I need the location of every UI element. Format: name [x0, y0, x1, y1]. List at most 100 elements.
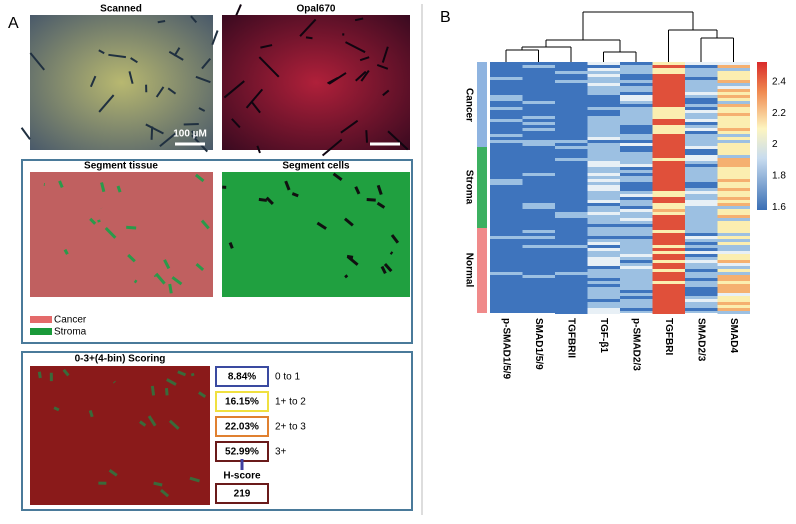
heat-cell [490, 77, 523, 80]
texture [118, 186, 120, 192]
heat-cell [523, 122, 556, 125]
heat-cell [653, 281, 686, 284]
heat-cell [653, 137, 686, 140]
heat-cell [653, 308, 686, 311]
heat-cell [685, 62, 718, 65]
heat-cell [588, 179, 621, 182]
texture [184, 124, 199, 125]
heat-cell [653, 203, 686, 206]
heat-cell [523, 131, 556, 134]
heat-cell [718, 197, 751, 200]
heat-cell [555, 71, 588, 74]
heat-cell [718, 89, 751, 92]
heat-cell [653, 230, 686, 233]
heat-cell [490, 155, 523, 158]
heat-cell [653, 146, 686, 149]
heat-cell [523, 128, 556, 131]
heat-cell [620, 209, 653, 212]
heat-cell [718, 128, 751, 131]
heat-cell [620, 77, 653, 80]
heat-cell [555, 272, 588, 275]
heat-cell [653, 305, 686, 308]
column-label: TGFBRII [565, 318, 576, 358]
heat-cell [620, 251, 653, 254]
texture [367, 200, 376, 201]
heat-cell [555, 227, 588, 230]
micrographs [22, 4, 410, 155]
heat-cell [718, 104, 751, 107]
heat-cell [620, 182, 653, 185]
texture [347, 256, 353, 257]
heat-cell [653, 266, 686, 269]
heat-cell [490, 221, 523, 224]
panel-letter: B [440, 9, 451, 26]
heat-cell [620, 254, 653, 257]
image-title: Segment tissue [84, 161, 158, 172]
column-label: TGF-β1 [598, 318, 609, 353]
bin-label: 0 to 1 [275, 372, 300, 383]
heat-cell [620, 125, 653, 128]
heat-cell [588, 242, 621, 245]
heat-cell [685, 197, 718, 200]
heat-cell [718, 140, 751, 143]
heat-cell [555, 266, 588, 269]
heat-cell [523, 206, 556, 209]
heat-cell [718, 161, 751, 164]
heat-cell [685, 65, 718, 68]
heat-cell [685, 149, 718, 152]
heat-cell [718, 251, 751, 254]
heat-cell [490, 179, 523, 182]
scoring-title: 0-3+(4-bin) Scoring [75, 354, 166, 365]
heat-cell [555, 299, 588, 302]
heat-cell [718, 188, 751, 191]
heat-cell [685, 185, 718, 188]
legend-label: Cancer [54, 315, 87, 326]
heat-cell [490, 182, 523, 185]
heat-cell [523, 140, 556, 143]
heat-cell [490, 134, 523, 137]
heat-cell [685, 191, 718, 194]
heat-cell [555, 215, 588, 218]
heat-cell [490, 293, 523, 296]
heat-cell [555, 119, 588, 122]
heat-cell [620, 62, 653, 65]
heat-cell [523, 236, 556, 239]
heat-cell [555, 98, 588, 101]
heat-cell [653, 272, 686, 275]
heat-cell [718, 293, 751, 296]
heat-cell [555, 182, 588, 185]
heat-cell [685, 98, 718, 101]
heat-cell [555, 245, 588, 248]
texture [230, 243, 232, 249]
heat-cell [523, 143, 556, 146]
heat-cell [490, 146, 523, 149]
heat-cell [490, 236, 523, 239]
heat-cell [718, 311, 751, 314]
group-bar [477, 62, 487, 147]
heat-cell [685, 107, 718, 110]
heat-cell [588, 185, 621, 188]
dendrogram [506, 12, 734, 62]
heat-cell [685, 299, 718, 302]
heat-cell [718, 263, 751, 266]
group-bar [477, 147, 487, 228]
bin-label: 2+ to 3 [275, 422, 306, 433]
heat-cell [490, 257, 523, 260]
heat-cell [588, 113, 621, 116]
heat-cell [653, 71, 686, 74]
heat-cell [555, 143, 588, 146]
heat-cell [653, 200, 686, 203]
heat-cell [685, 260, 718, 263]
heat-cell [523, 272, 556, 275]
heat-cell [718, 101, 751, 104]
heat-cell [555, 113, 588, 116]
heat-cell [718, 287, 751, 290]
heat-cell [555, 134, 588, 137]
heat-cell [685, 182, 718, 185]
scale-label: 100 µM [173, 129, 207, 140]
heat-cell [653, 209, 686, 212]
heat-cell [588, 245, 621, 248]
heat-cell [685, 119, 718, 122]
image-title: Segment cells [282, 161, 350, 172]
